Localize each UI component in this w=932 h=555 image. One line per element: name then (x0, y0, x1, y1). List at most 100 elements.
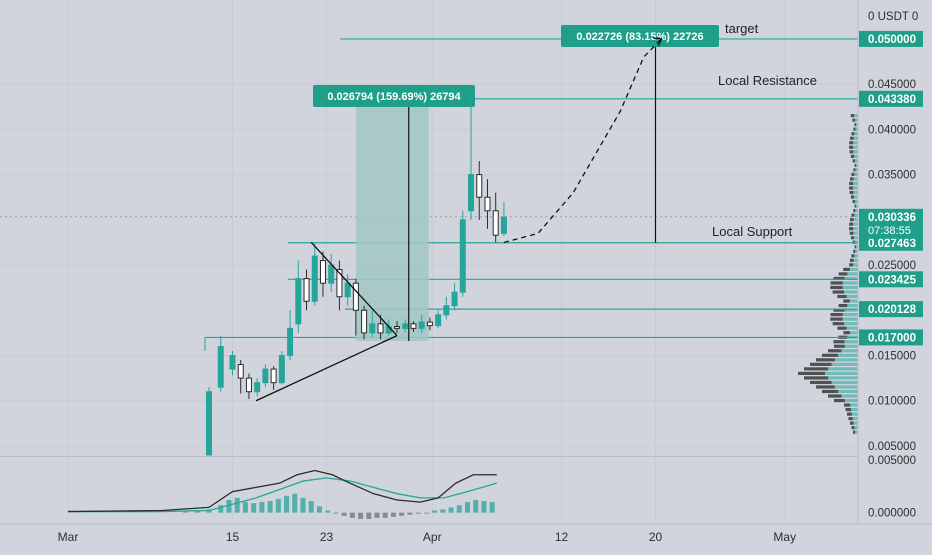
price-tick-label: 0.005000 (868, 441, 916, 453)
volume-profile-bar-buy (834, 358, 858, 362)
candle-body (500, 216, 507, 234)
volume-profile-bar-sell (850, 421, 854, 425)
candle-body (295, 278, 302, 325)
date-tick-label: May (773, 530, 796, 544)
volume-profile-bar-sell (850, 114, 855, 118)
indicator-histogram-bar (341, 512, 347, 516)
volume-profile-bar-buy (847, 272, 858, 276)
volume-profile-bar-sell (849, 218, 854, 222)
volume-profile-bar-sell (837, 326, 847, 330)
volume-profile-bar-buy (856, 163, 858, 167)
volume-profile-bar-sell (838, 303, 848, 308)
volume-profile-bar-buy (844, 322, 858, 326)
volume-profile-bar-sell (849, 222, 854, 226)
indicator-histogram-bar (259, 502, 265, 513)
indicator-histogram-bar (300, 497, 306, 513)
volume-profile-bar-sell (838, 272, 848, 276)
candle-body (402, 323, 409, 329)
indicator-histogram-bar (325, 510, 331, 513)
volume-profile-bar-buy (853, 136, 858, 140)
measure-target-label-bg (561, 25, 719, 47)
candle-body (410, 323, 417, 329)
candle-body (492, 210, 499, 236)
volume-profile-bar-buy (841, 349, 858, 353)
volume-profile-bar-buy (853, 263, 858, 267)
volume-profile-bar-buy (846, 326, 858, 330)
volume-profile-bar-buy (838, 353, 858, 357)
volume-profile-bar-sell (804, 367, 829, 371)
indicator-histogram-bar (407, 512, 413, 515)
candle-body (328, 264, 335, 284)
indicator-histogram-bar (456, 505, 462, 513)
indicator-histogram-bar (194, 510, 200, 513)
candle-body (426, 321, 433, 327)
measurement-tools: 0.026794 (159.69%) 26794 0.022726 (83.15%… (313, 25, 719, 342)
triangle-pattern (255, 242, 398, 402)
price-label-level-2: 0.023425 (868, 274, 917, 286)
current-price-countdown: 07:38:55 (868, 225, 911, 237)
volume-profile-bar-buy (853, 258, 858, 262)
level-note-local-support: Local Support (712, 224, 793, 239)
volume-profile-bar-buy (834, 385, 858, 389)
volume-profile-bar-buy (846, 294, 858, 299)
candle-body (270, 368, 277, 384)
volume-profile-bar-buy (856, 245, 858, 249)
volume-profile-bar-buy (853, 177, 858, 181)
volume-profile-bar-buy (838, 389, 858, 394)
gridlines (0, 216, 858, 457)
level-note-local-resistance: Local Resistance (718, 73, 817, 88)
volume-profile-bar-buy (825, 371, 858, 375)
volume-profile-bar-buy (855, 430, 858, 434)
volume-profile-bar-sell (854, 163, 857, 167)
indicator-histogram-bar (415, 512, 421, 514)
volume-profile-bar-buy (853, 231, 858, 235)
volume-profile-bar-sell (810, 380, 832, 385)
price-label-bg-level-2 (859, 271, 923, 288)
indicator-histogram-bar (218, 505, 224, 513)
volume-profile-bar-sell (849, 150, 854, 154)
price-label-bg-local-resistance (859, 90, 923, 107)
volume-profile-bar-buy (851, 407, 858, 412)
price-label-bg-level-3 (859, 301, 923, 318)
currency-label: 0 USDT 0 (868, 11, 918, 23)
volume-profile-bar-sell (849, 181, 854, 186)
volume-profile-bar-buy (854, 254, 858, 258)
volume-profile-bar-buy (831, 362, 858, 366)
volume-profile-bar-buy (849, 267, 858, 271)
candle-body (443, 305, 450, 316)
indicator-histogram-bar (308, 501, 314, 513)
volume-profile-bar-sell (844, 403, 851, 407)
volume-profile-bar-buy (854, 213, 858, 217)
volume-profile-bar-sell (837, 294, 847, 299)
indicator-histogram-bar (251, 503, 257, 513)
candle-body (344, 282, 351, 298)
volume-profile-bar-sell (849, 258, 854, 262)
price-label-target: 0.050000 (868, 34, 916, 46)
volume-profile-bar-buy (828, 376, 858, 380)
volume-profile-bar-buy (853, 227, 858, 231)
volume-profile-bar-sell (834, 398, 845, 403)
volume-profile-bar-buy (853, 181, 858, 186)
indicator-histogram-bar (432, 510, 438, 513)
candle-body (484, 196, 491, 212)
price-tick-label: 0.025000 (868, 260, 916, 272)
current-price-label-bg (859, 208, 923, 239)
volume-profile-bar-sell (830, 313, 843, 317)
volume-profile-bar-sell (850, 236, 855, 240)
volume-profile-bar-buy (844, 398, 858, 403)
volume-profile-bar-buy (855, 199, 858, 204)
volume-profile-bar-sell (853, 208, 856, 213)
price-tick-label: 0.015000 (868, 351, 916, 363)
volume-profile-bar-sell (848, 417, 853, 421)
volume-profile-bar-buy (853, 421, 858, 425)
volume-profile-bar-sell (850, 154, 855, 158)
volume-profile-bar-buy (856, 204, 858, 208)
indicator-histogram-bar (234, 497, 240, 513)
volume-profile-bar-buy (842, 317, 858, 321)
volume-profile-bar-sell (804, 376, 829, 380)
indicator-histogram-bar (267, 501, 273, 513)
volume-profile-bar-sell (851, 213, 855, 217)
volume-profile-bar-sell (850, 136, 854, 140)
candle-body (217, 345, 224, 388)
